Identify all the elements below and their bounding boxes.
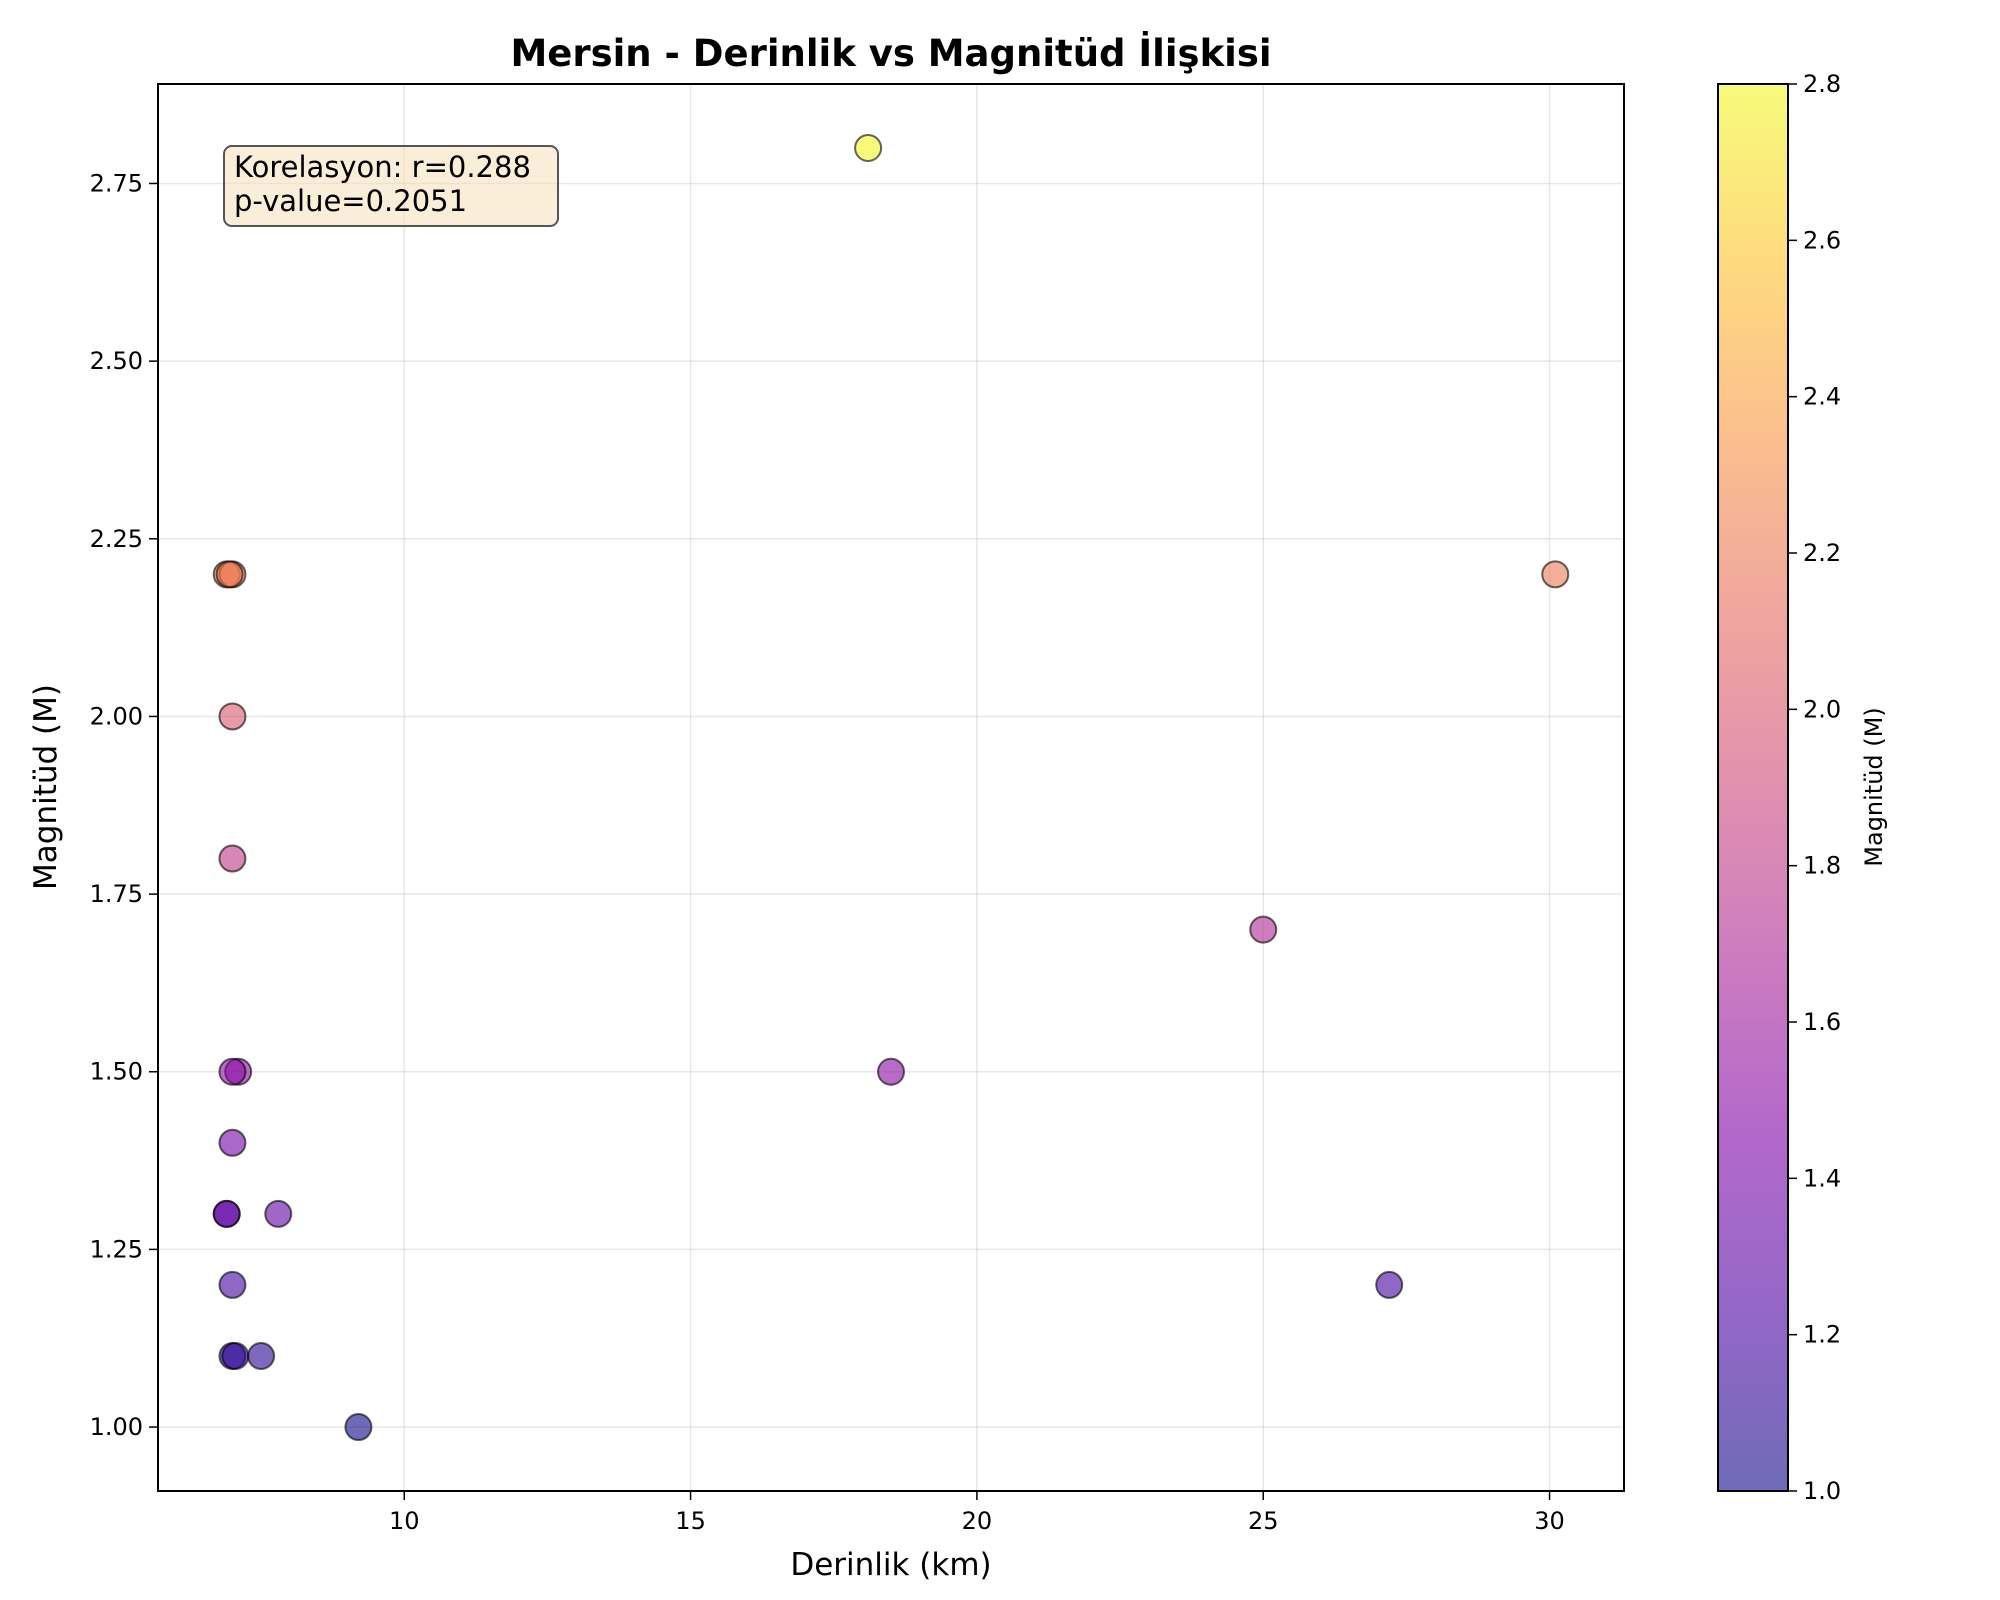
- x-tick-label: 30: [1534, 1507, 1565, 1535]
- y-tick-label: 1.75: [90, 880, 143, 908]
- chart-title: Mersin - Derinlik vs Magnitüd İlişkisi: [510, 31, 1271, 75]
- colorbar-tick-label: 1.8: [1803, 852, 1841, 880]
- colorbar-tick-label: 2.0: [1803, 695, 1841, 723]
- y-axis-label: Magnitüd (M): [28, 684, 64, 890]
- data-point: [218, 1270, 247, 1299]
- y-tick-label: 1.00: [90, 1413, 143, 1441]
- data-point: [344, 1413, 373, 1442]
- data-points: [212, 133, 1570, 1442]
- annotation-line-correlation: Korelasyon: r=0.288: [234, 150, 531, 184]
- y-tick-label: 2.50: [90, 347, 143, 375]
- data-point: [221, 1341, 250, 1370]
- data-point: [877, 1057, 905, 1086]
- grid-lines: [158, 84, 1624, 1491]
- x-axis-ticks: 10 15 20 25 30: [389, 1491, 1565, 1535]
- x-tick-label: 15: [675, 1507, 706, 1535]
- data-point: [218, 844, 247, 873]
- x-tick-label: 25: [1248, 1507, 1279, 1535]
- data-point: [1541, 560, 1570, 589]
- data-point: [218, 702, 247, 731]
- data-point: [1249, 915, 1278, 944]
- data-point: [212, 1199, 241, 1228]
- y-tick-label: 2.00: [90, 702, 143, 730]
- y-tick-label: 2.75: [90, 169, 143, 197]
- x-tick-label: 10: [389, 1507, 420, 1535]
- data-point: [218, 1128, 247, 1157]
- colorbar-tick-label: 2.6: [1803, 226, 1841, 254]
- y-tick-label: 2.25: [90, 525, 143, 553]
- colorbar-gradient: [1718, 84, 1788, 1491]
- colorbar-tick-label: 1.4: [1803, 1164, 1841, 1192]
- colorbar-tick-label: 2.2: [1803, 539, 1841, 567]
- colorbar-label: Magnitüd (M): [1860, 707, 1888, 866]
- colorbar: 1.0 1.2 1.4 1.6 1.8 2.0 2.2 2.4 2.6 2.8 Magnitüd …: [1717, 70, 1888, 1505]
- colorbar-tick-label: 2.4: [1803, 383, 1841, 411]
- data-point: [1375, 1270, 1404, 1299]
- colorbar-ticks: 1.0 1.2 1.4 1.6 1.8 2.0 2.2 2.4 2.6 2.8: [1788, 70, 1841, 1505]
- y-tick-label: 1.50: [90, 1058, 143, 1086]
- annotation-line-pvalue: p-value=0.2051: [234, 184, 467, 218]
- data-point: [218, 1057, 247, 1086]
- colorbar-tick-label: 1.0: [1803, 1477, 1841, 1505]
- correlation-annotation: Korelasyon: r=0.288 p-value=0.2051: [223, 145, 559, 227]
- data-point: [215, 560, 244, 589]
- annotation-box: [223, 145, 559, 227]
- colorbar-tick-label: 1.2: [1803, 1321, 1841, 1349]
- x-axis-label: Derinlik (km): [790, 1547, 991, 1583]
- data-point: [854, 133, 883, 162]
- y-axis-ticks: 1.00 1.25 1.50 1.75 2.00 2.25 2.50 2.75: [90, 169, 158, 1441]
- y-tick-label: 1.25: [90, 1235, 143, 1263]
- data-point: [264, 1199, 293, 1228]
- colorbar-tick-label: 2.8: [1803, 70, 1841, 98]
- colorbar-tick-label: 1.6: [1803, 1008, 1841, 1036]
- x-tick-label: 20: [962, 1507, 993, 1535]
- data-point: [247, 1341, 276, 1370]
- plot-frame: [157, 83, 1625, 1492]
- colorbar-frame: [1717, 83, 1789, 1492]
